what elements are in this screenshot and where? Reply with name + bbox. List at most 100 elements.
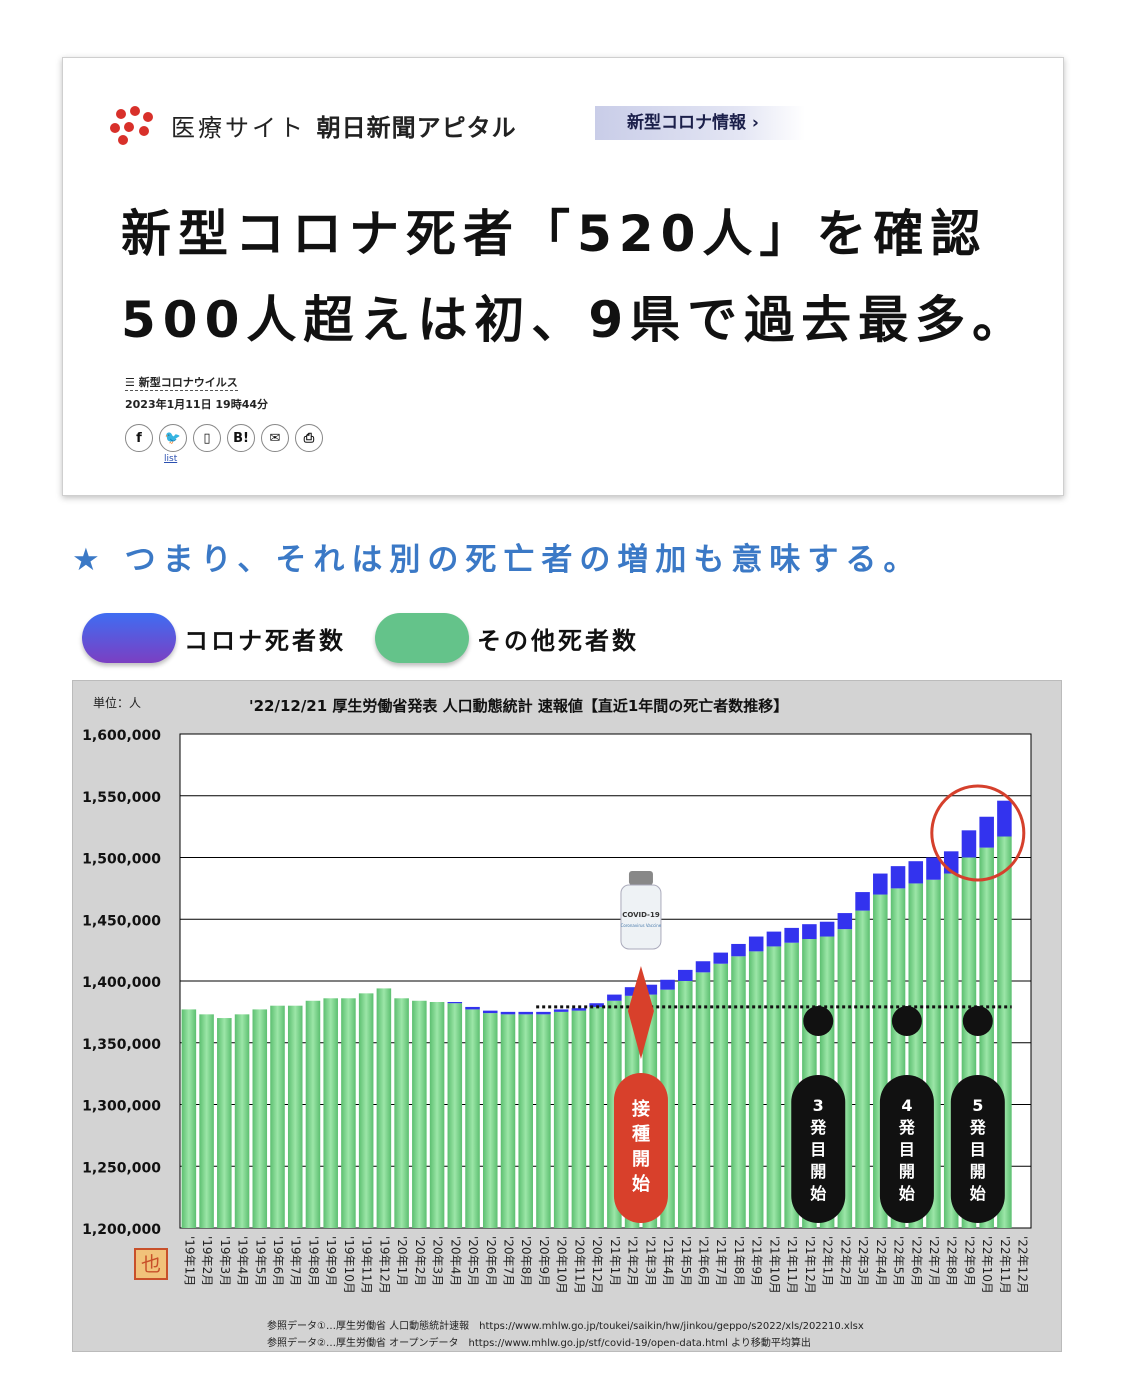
bar-corona-deaths	[678, 969, 693, 981]
x-tick-label: '20年11月	[572, 1236, 586, 1294]
highlight-circle	[930, 784, 1026, 882]
headline-line-1: 新型コロナ死者「520人」を確認	[121, 205, 988, 263]
x-tick-label: '22年10月	[980, 1236, 994, 1294]
source-note: 参照データ②…厚生労働省 オープンデータ https://www.mhlw.go…	[267, 1336, 811, 1349]
fourth-dose-label: 4	[901, 1096, 912, 1115]
x-tick-label: '21年1月	[608, 1236, 622, 1286]
hatena-bookmark-icon[interactable]: B!	[227, 424, 255, 452]
bar-other-deaths	[518, 1014, 533, 1228]
bar-corona-deaths	[642, 984, 658, 995]
fifth-dose-label: 始	[970, 1184, 986, 1203]
y-tick-label: 1,400,000	[82, 975, 161, 991]
chevron-right-icon: ›	[751, 113, 759, 133]
vaccine-bottle-sublabel: Coronavirus Vaccine	[621, 923, 662, 928]
corner-stamp-icon	[134, 1248, 168, 1280]
bar-corona-deaths	[589, 1003, 604, 1007]
fifth-dose-label: 目	[970, 1140, 986, 1159]
chart-panel: 単位：人 '22/12/21 厚生労働省発表 人口動態統計 速報値【直近1年間の死…	[72, 680, 1062, 1352]
x-tick-label: '20年10月	[555, 1236, 569, 1294]
fifth-dose-pill	[950, 1075, 1005, 1223]
list-icon: ☰	[125, 376, 139, 389]
list-link[interactable]: list	[164, 454, 178, 464]
bar-other-deaths	[270, 1005, 285, 1228]
bar-other-deaths	[553, 1011, 569, 1228]
vaccination-start-label: 種	[632, 1123, 650, 1145]
bar-other-deaths	[571, 1010, 587, 1228]
mail-icon[interactable]: ✉	[261, 424, 289, 452]
legend-corona-swatch	[82, 613, 176, 663]
x-tick-label: '22年6月	[909, 1236, 923, 1286]
x-tick-label: '19年8月	[306, 1236, 320, 1286]
third-dose-label: 始	[810, 1184, 826, 1203]
x-tick-label: '21年7月	[714, 1236, 728, 1286]
category-label: 新型コロナウイルス	[138, 376, 238, 389]
twitter-icon[interactable]: 🐦	[159, 424, 187, 452]
bar-corona-deaths	[518, 1011, 533, 1015]
bar-corona-deaths	[766, 931, 782, 947]
x-tick-label: '22年12月	[1016, 1236, 1030, 1294]
bar-corona-deaths	[695, 961, 711, 973]
x-tick-label: '20年9月	[537, 1236, 551, 1286]
third-dose-pill	[791, 1075, 846, 1223]
x-tick-label: '22年2月	[838, 1236, 852, 1286]
vaccine-bottle-icon	[620, 884, 662, 950]
category-link[interactable]: ☰ 新型コロナウイルス	[125, 374, 238, 391]
fourth-dose-label: 発	[898, 1118, 916, 1137]
y-tick-label: 1,550,000	[82, 790, 161, 806]
x-tick-label: '20年5月	[466, 1236, 480, 1286]
x-tick-label: '21年8月	[732, 1236, 746, 1286]
x-tick-label: '19年9月	[324, 1236, 338, 1286]
bar-corona-deaths	[979, 816, 994, 848]
bar-other-deaths	[358, 993, 374, 1228]
vaccination-start-label: 開	[632, 1149, 650, 1170]
fifth-dose-label: 発	[969, 1118, 987, 1137]
bar-other-deaths	[482, 1013, 498, 1228]
fourth-dose-dot	[891, 1006, 922, 1036]
x-tick-label: '21年2月	[626, 1236, 640, 1286]
bar-corona-deaths	[624, 987, 640, 996]
x-tick-label: '20年8月	[519, 1236, 533, 1286]
bar-corona-deaths	[890, 866, 906, 889]
x-tick-label: '21年11月	[785, 1236, 799, 1294]
bar-other-deaths	[731, 956, 746, 1228]
x-tick-label: '22年1月	[821, 1236, 835, 1286]
y-tick-label: 1,500,000	[82, 852, 161, 868]
y-tick-label: 1,300,000	[82, 1099, 161, 1115]
bar-other-deaths	[199, 1014, 214, 1228]
bar-other-deaths	[695, 972, 711, 1228]
x-tick-label: '21年5月	[679, 1236, 693, 1286]
vaccine-bottle-cap	[628, 871, 653, 885]
bar-other-deaths	[323, 998, 338, 1228]
site-name[interactable]: 医療サイト 朝日新聞アピタル	[171, 108, 517, 143]
x-tick-label: '19年5月	[253, 1236, 267, 1286]
print-icon[interactable]: ⎙	[295, 424, 323, 452]
vaccine-bottle-label: COVID-19	[622, 911, 660, 919]
bar-other-deaths	[713, 963, 729, 1228]
x-tick-label: '21年4月	[661, 1236, 675, 1286]
x-tick-label: '20年4月	[448, 1236, 462, 1286]
bar-other-deaths	[305, 1000, 321, 1228]
clip-icon[interactable]: ▯	[193, 424, 221, 452]
x-tick-label: '20年3月	[431, 1236, 445, 1286]
fifth-dose-label: 5	[972, 1096, 983, 1115]
headline-line-2: 500人超えは初、9県で過去最多。	[121, 291, 1030, 349]
x-tick-label: '20年1月	[395, 1236, 409, 1286]
corona-info-label: 新型コロナ情報	[627, 113, 746, 133]
corona-info-link[interactable]: 新型コロナ情報 ›	[595, 106, 805, 140]
source-note: 参照データ①…厚生労働省 人口動態統計速報 https://www.mhlw.g…	[267, 1319, 864, 1332]
fourth-dose-pill	[879, 1075, 934, 1223]
y-tick-label: 1,450,000	[82, 913, 161, 929]
bar-corona-deaths	[908, 861, 924, 884]
x-tick-label: '22年4月	[874, 1236, 888, 1286]
bar-corona-deaths	[802, 924, 817, 940]
x-tick-label: '22年3月	[856, 1236, 870, 1286]
facebook-icon[interactable]: f	[125, 424, 153, 452]
legend-other-swatch	[375, 613, 469, 663]
bar-other-deaths	[678, 981, 693, 1228]
bar-corona-deaths	[660, 979, 675, 990]
asahi-apital-logo[interactable]	[109, 106, 157, 146]
bar-corona-deaths	[873, 873, 888, 895]
site-name-brand: 朝日新聞アピタル	[316, 114, 517, 142]
x-tick-label: '21年3月	[643, 1236, 657, 1286]
x-tick-label: '19年12月	[377, 1236, 391, 1294]
